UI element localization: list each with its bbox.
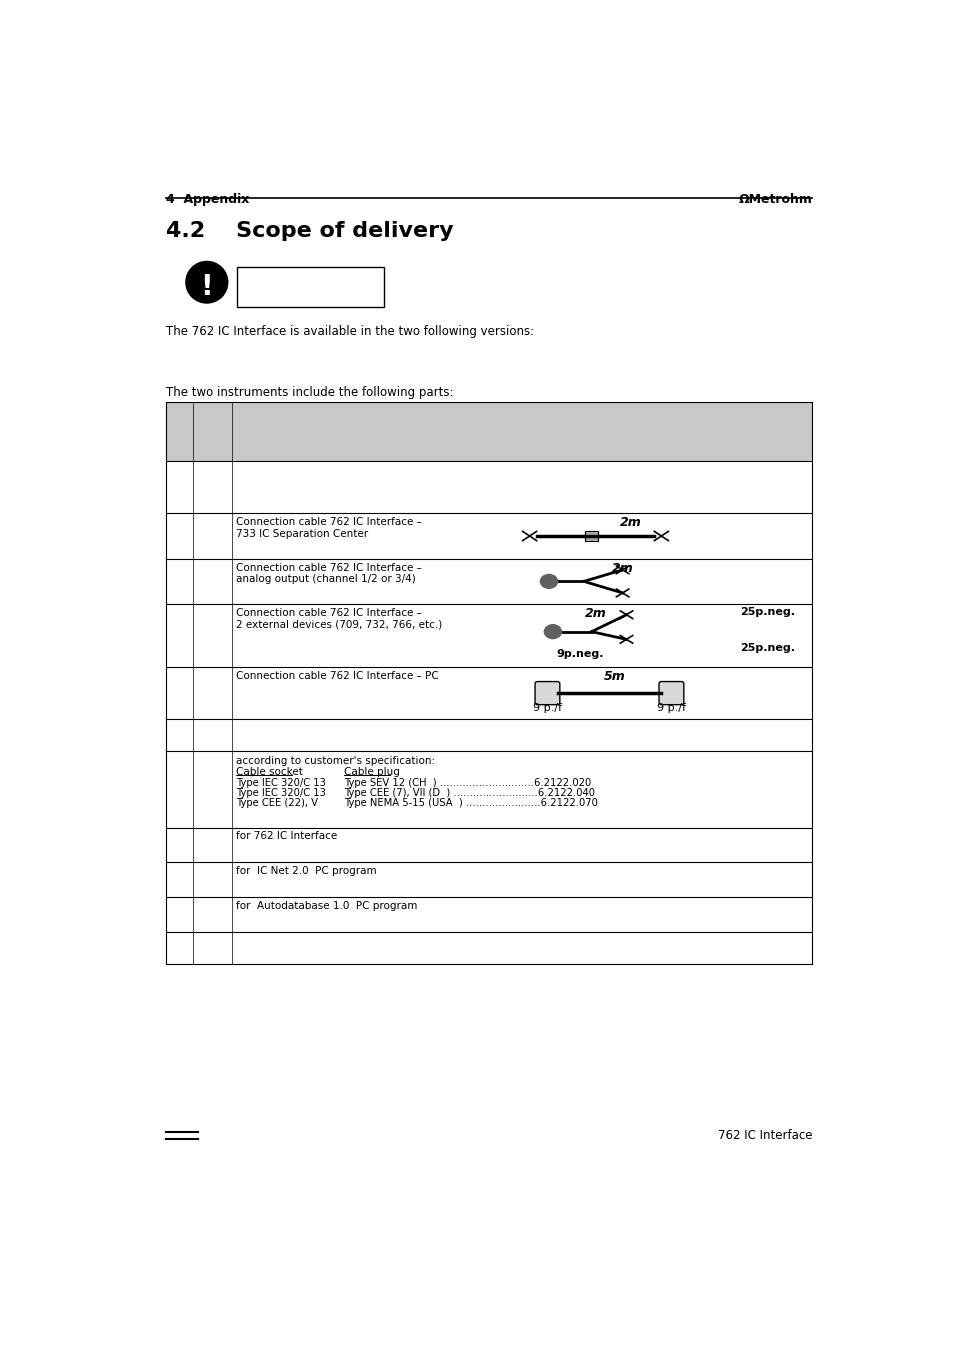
Text: for  Autodatabase 1.0  PC program: for Autodatabase 1.0 PC program bbox=[236, 901, 417, 911]
Text: !: ! bbox=[200, 273, 213, 301]
Text: Type CEE (22), V: Type CEE (22), V bbox=[236, 797, 318, 808]
Bar bbox=[236, 267, 384, 307]
Text: Type SEV 12 (CH  ) .............................6.2122.020: Type SEV 12 (CH ) ......................… bbox=[344, 778, 591, 788]
Text: 762 IC Interface: 762 IC Interface bbox=[717, 1129, 811, 1142]
Text: 9 p./f: 9 p./f bbox=[657, 703, 685, 713]
Ellipse shape bbox=[540, 574, 557, 588]
Text: 9 p./f: 9 p./f bbox=[533, 703, 561, 713]
FancyBboxPatch shape bbox=[535, 681, 559, 705]
Circle shape bbox=[186, 262, 228, 303]
Bar bbox=[166, 401, 811, 461]
Text: Cable socket: Cable socket bbox=[236, 767, 303, 777]
Text: 2m: 2m bbox=[618, 516, 640, 530]
Text: Connection cable 762 IC Interface –
733 IC Separation Center: Connection cable 762 IC Interface – 733 … bbox=[236, 517, 422, 539]
FancyBboxPatch shape bbox=[659, 681, 683, 705]
Text: Type IEC 320/C 13: Type IEC 320/C 13 bbox=[236, 788, 326, 797]
Text: 2m: 2m bbox=[584, 607, 606, 620]
Text: The two instruments include the following parts:: The two instruments include the followin… bbox=[166, 386, 453, 399]
Text: for 762 IC Interface: for 762 IC Interface bbox=[236, 831, 337, 842]
Text: 4.2    Scope of delivery: 4.2 Scope of delivery bbox=[166, 220, 453, 240]
Text: ΩMetrohm: ΩMetrohm bbox=[738, 193, 811, 205]
Text: 25p.neg.: 25p.neg. bbox=[740, 643, 794, 653]
Text: The 762 IC Interface is available in the two following versions:: The 762 IC Interface is available in the… bbox=[166, 324, 534, 338]
Text: Cable plug: Cable plug bbox=[344, 767, 399, 777]
Text: Type CEE (7), VII (D  ) ..........................6.2122.040: Type CEE (7), VII (D ) .................… bbox=[344, 788, 595, 797]
Text: Connection cable 762 IC Interface – PC: Connection cable 762 IC Interface – PC bbox=[236, 671, 438, 681]
Text: 9p.neg.: 9p.neg. bbox=[557, 650, 603, 659]
Text: Connection cable 762 IC Interface –
2 external devices (709, 732, 766, etc.): Connection cable 762 IC Interface – 2 ex… bbox=[236, 608, 442, 630]
Bar bbox=[585, 531, 598, 540]
Ellipse shape bbox=[544, 624, 560, 639]
Text: Type IEC 320/C 13: Type IEC 320/C 13 bbox=[236, 778, 326, 788]
Text: 2m: 2m bbox=[611, 562, 633, 574]
Text: Type NEMA 5-15 (USA  ) .......................6.2122.070: Type NEMA 5-15 (USA ) ..................… bbox=[344, 797, 598, 808]
Text: according to customer's specification:: according to customer's specification: bbox=[236, 757, 435, 766]
Text: Connection cable 762 IC Interface –
analog output (channel 1/2 or 3/4): Connection cable 762 IC Interface – anal… bbox=[236, 562, 422, 584]
Text: 5m: 5m bbox=[603, 670, 625, 684]
Text: 25p.neg.: 25p.neg. bbox=[740, 607, 794, 617]
Text: for  IC Net 2.0  PC program: for IC Net 2.0 PC program bbox=[236, 866, 376, 877]
Text: 4  Appendix: 4 Appendix bbox=[166, 193, 249, 205]
